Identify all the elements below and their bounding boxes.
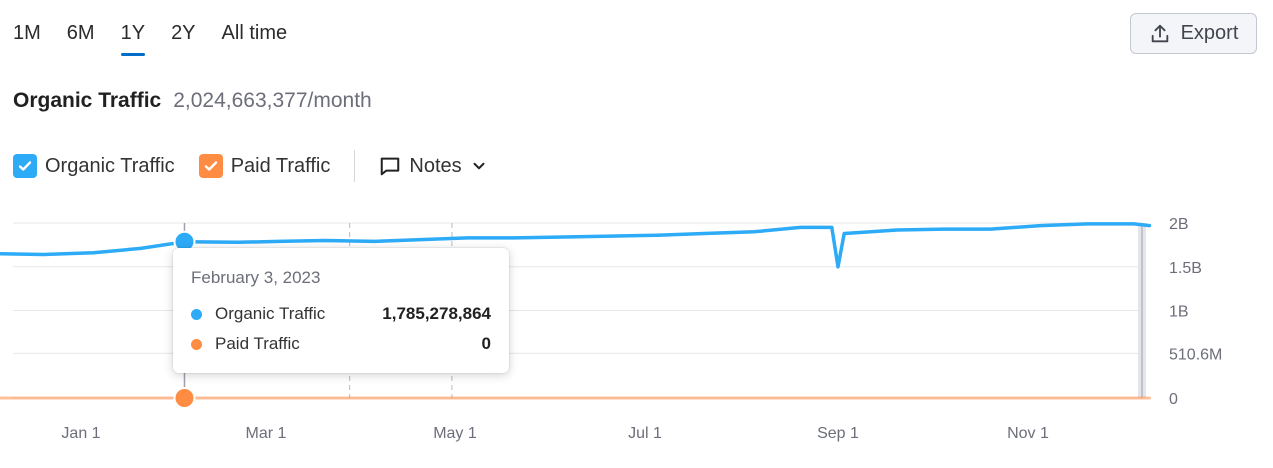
y-tick-label: 1.5B: [1169, 260, 1202, 277]
x-tick-label: Nov 1: [1007, 425, 1049, 442]
hover-point: [173, 387, 196, 409]
check-icon: [204, 161, 217, 171]
headline: Organic Traffic 2,024,663,377/month: [13, 89, 372, 113]
tooltip-label: Organic Traffic: [215, 304, 326, 323]
x-tick-label: Jul 1: [628, 425, 662, 442]
tooltip-row-organic: Organic Traffic 1,785,278,864: [191, 304, 491, 324]
check-icon: [18, 161, 32, 171]
notes-label: Notes: [409, 154, 462, 177]
metric-title: Organic Traffic: [13, 89, 162, 112]
legend-organic-toggle[interactable]: Organic Traffic: [13, 154, 175, 178]
y-tick-label: 510.6M: [1169, 346, 1222, 363]
legend-paid-label: Paid Traffic: [230, 154, 331, 177]
metric-value: 2,024,663,377/month: [173, 89, 372, 112]
tooltip-value: 1,785,278,864: [382, 304, 491, 323]
tab-2y[interactable]: 2Y: [171, 22, 196, 44]
series-line: [0, 222, 1152, 269]
legend: Organic Traffic Paid Traffic Notes: [13, 150, 488, 182]
notes-dropdown[interactable]: Notes: [379, 155, 487, 178]
y-tick-label: 1B: [1169, 304, 1189, 321]
y-tick-label: 0: [1169, 391, 1178, 408]
tab-all-time[interactable]: All time: [221, 22, 288, 44]
chart-tooltip: February 3, 2023 Organic Traffic 1,785,2…: [173, 248, 509, 373]
period-tabs: 1M 6M 1Y 2Y All time: [13, 22, 313, 56]
tooltip-date: February 3, 2023: [191, 268, 321, 287]
export-label: Export: [1180, 22, 1239, 44]
x-tick-label: May 1: [433, 425, 477, 442]
export-button[interactable]: Export: [1130, 13, 1257, 54]
y-tick-label: 2B: [1169, 216, 1189, 233]
tab-6m[interactable]: 6M: [66, 22, 95, 44]
x-tick-label: Mar 1: [246, 425, 287, 442]
organic-checkbox[interactable]: [13, 154, 37, 178]
upload-icon: [1151, 24, 1168, 42]
tooltip-row-paid: Paid Traffic 0: [191, 334, 491, 354]
tab-1y[interactable]: 1Y: [120, 22, 146, 56]
tooltip-value: 0: [481, 334, 491, 353]
legend-divider: [354, 150, 356, 182]
organic-dot: [191, 308, 202, 320]
x-tick-label: Sep 1: [817, 425, 859, 442]
paid-checkbox[interactable]: [198, 154, 223, 178]
x-tick-label: Jan 1: [61, 425, 100, 442]
comment-icon: [381, 157, 400, 176]
chevron-down-icon: [473, 162, 485, 170]
tooltip-label: Paid Traffic: [215, 334, 300, 353]
tab-1m[interactable]: 1M: [13, 22, 41, 44]
paid-dot: [191, 338, 202, 350]
legend-organic-label: Organic Traffic: [45, 154, 175, 177]
legend-paid-toggle[interactable]: Paid Traffic: [198, 154, 331, 178]
